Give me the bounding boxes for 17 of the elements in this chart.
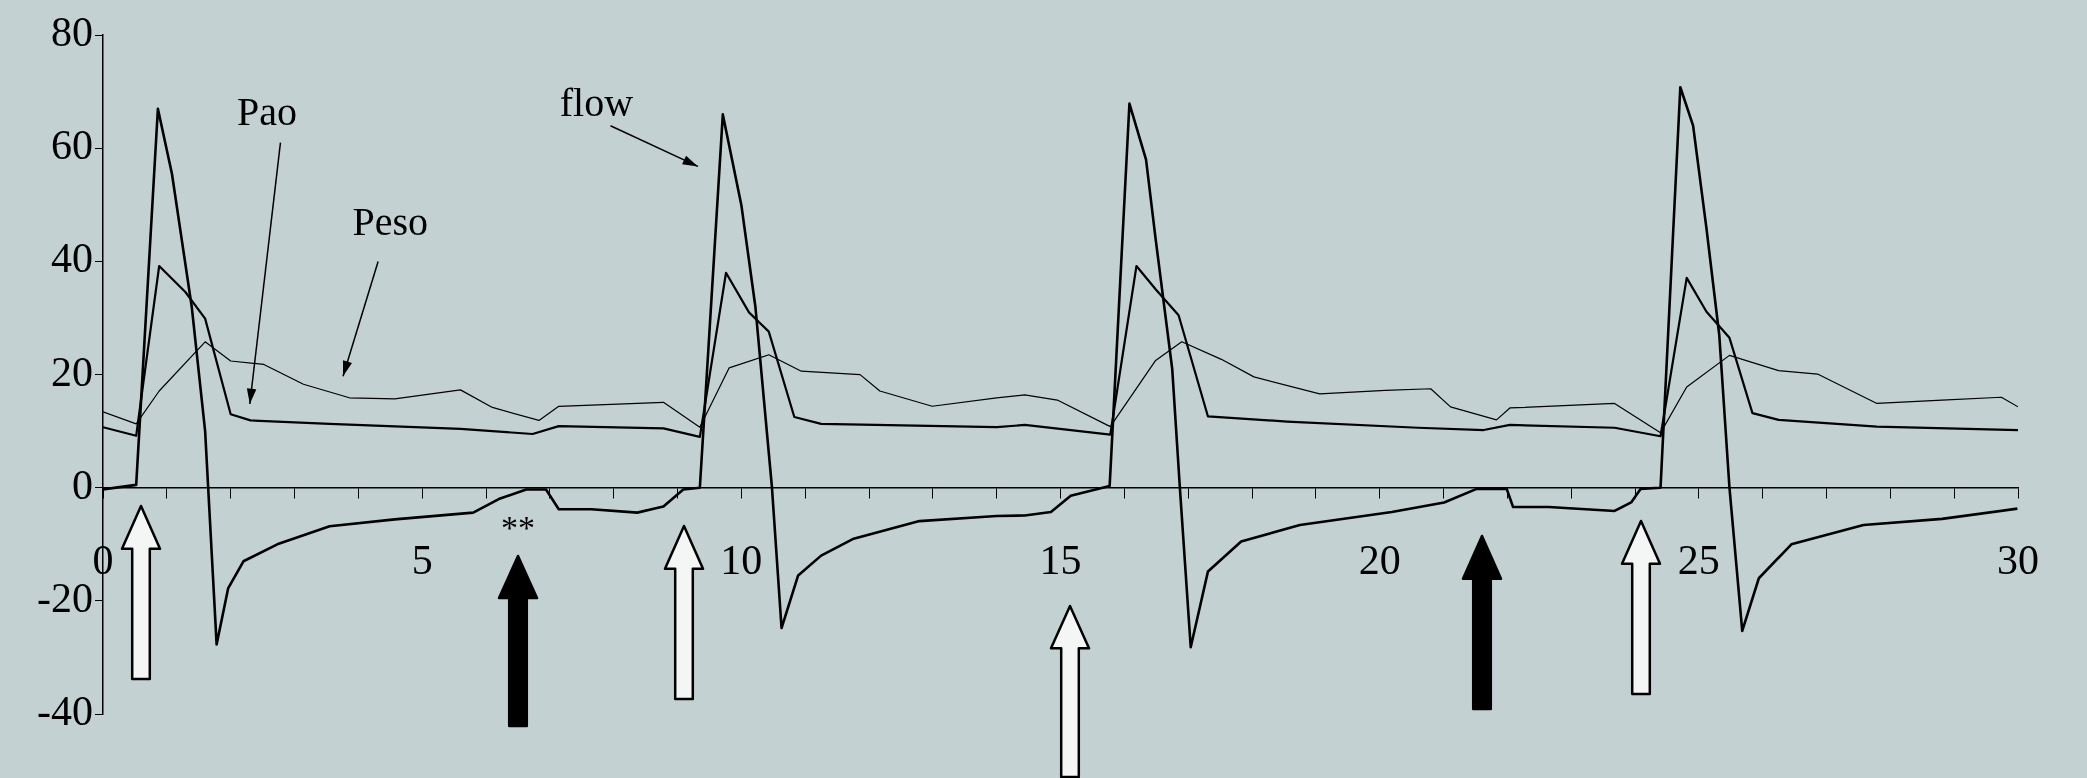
text: flow <box>559 79 634 125</box>
y-tick-label: 0 <box>72 461 93 508</box>
x-tick-label: 30 <box>1997 536 2039 583</box>
x-tick-label: 10 <box>720 536 763 583</box>
x-tick-label: 5 <box>411 536 433 583</box>
y-tick-label: -40 <box>37 688 93 735</box>
y-tick-label: 60 <box>51 122 93 169</box>
x-tick-label: 25 <box>1677 536 1720 583</box>
y-tick-label: -20 <box>37 574 93 621</box>
annotation: ** <box>500 509 535 547</box>
text: Pao <box>237 88 298 134</box>
y-tick-label: 80 <box>51 9 93 56</box>
x-tick-label: 20 <box>1358 536 1401 583</box>
y-tick-label: 20 <box>51 348 93 395</box>
x-tick-label: 15 <box>1039 536 1082 583</box>
text: Peso <box>352 198 429 244</box>
y-tick-label: 40 <box>51 235 93 282</box>
